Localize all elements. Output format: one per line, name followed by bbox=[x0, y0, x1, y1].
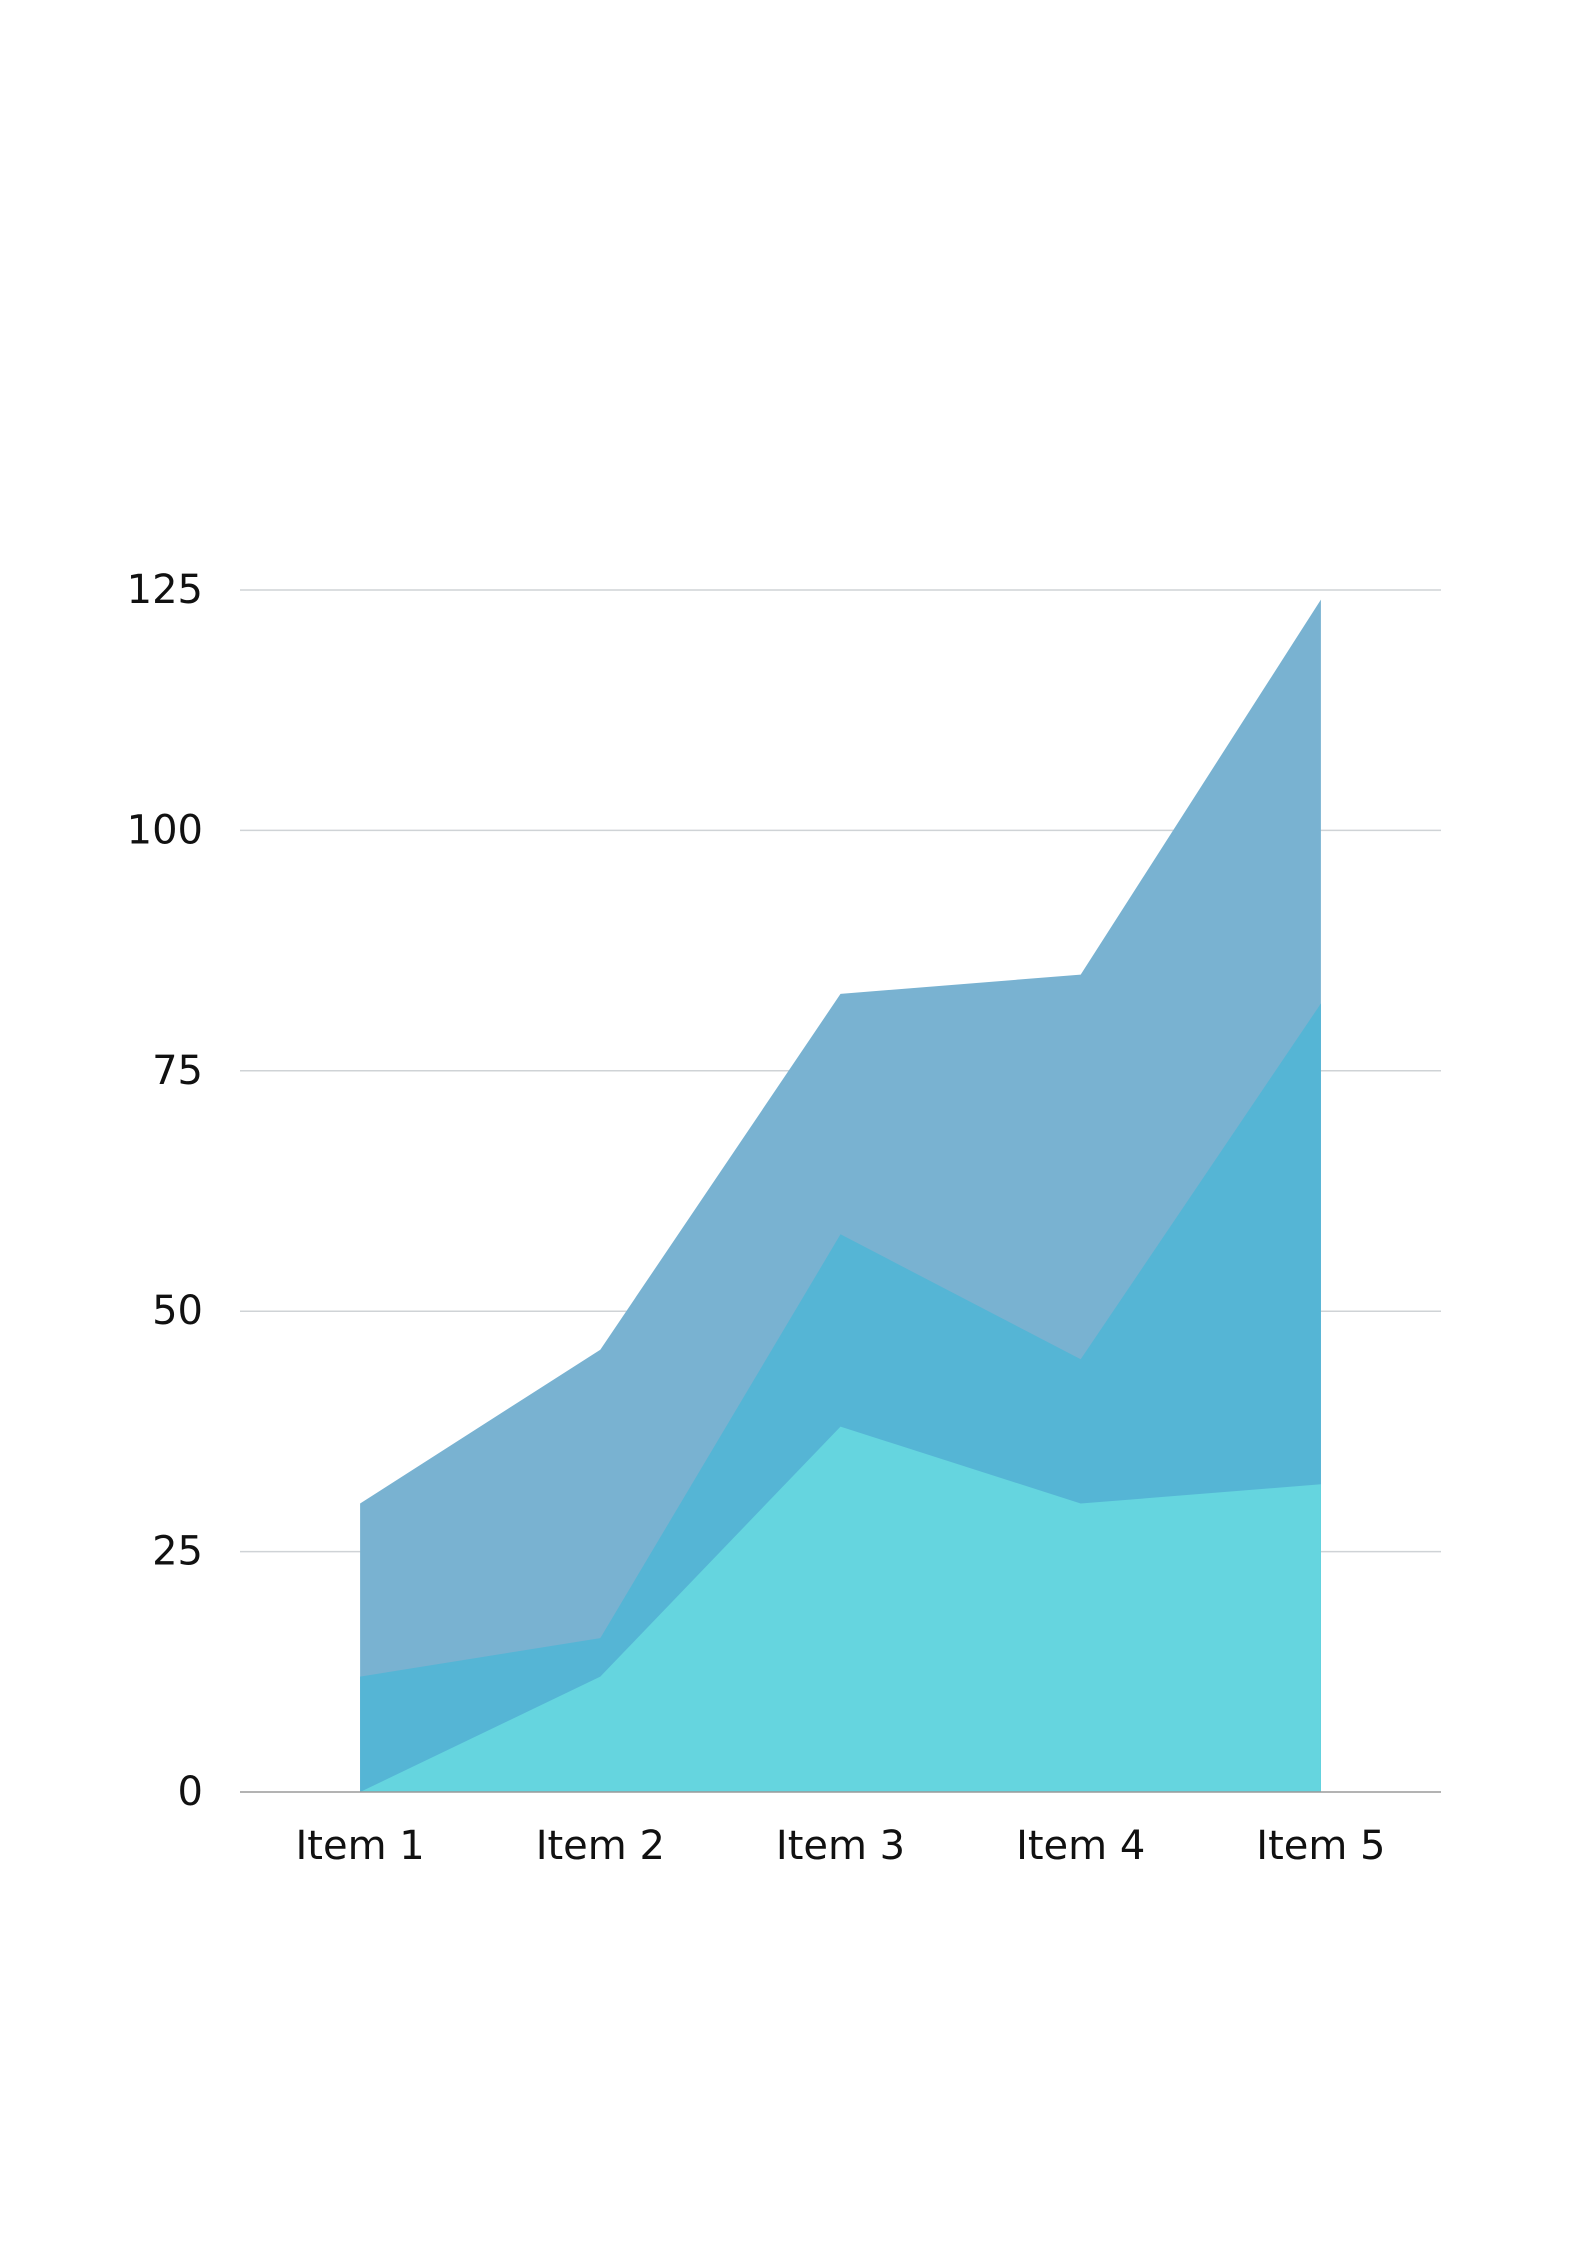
x-tick-label: Item 1 bbox=[295, 1823, 424, 1869]
y-tick-label: 0 bbox=[178, 1769, 203, 1815]
y-axis-tick-labels: 0 25 50 75 100 125 bbox=[127, 567, 203, 1815]
y-tick-label: 25 bbox=[152, 1529, 203, 1575]
y-tick-label: 100 bbox=[127, 807, 203, 853]
series-area-3 bbox=[360, 1426, 1321, 1792]
x-tick-label: Item 4 bbox=[1016, 1823, 1145, 1869]
series-areas bbox=[360, 599, 1321, 1792]
x-axis-tick-labels: Item 1 Item 2 Item 3 Item 4 Item 5 bbox=[295, 1823, 1385, 1869]
y-tick-label: 125 bbox=[127, 567, 203, 613]
x-tick-label: Item 3 bbox=[776, 1823, 905, 1869]
y-tick-label: 75 bbox=[152, 1048, 203, 1094]
y-tick-label: 50 bbox=[152, 1288, 203, 1334]
x-tick-label: Item 5 bbox=[1256, 1823, 1385, 1869]
x-tick-label: Item 2 bbox=[536, 1823, 665, 1869]
